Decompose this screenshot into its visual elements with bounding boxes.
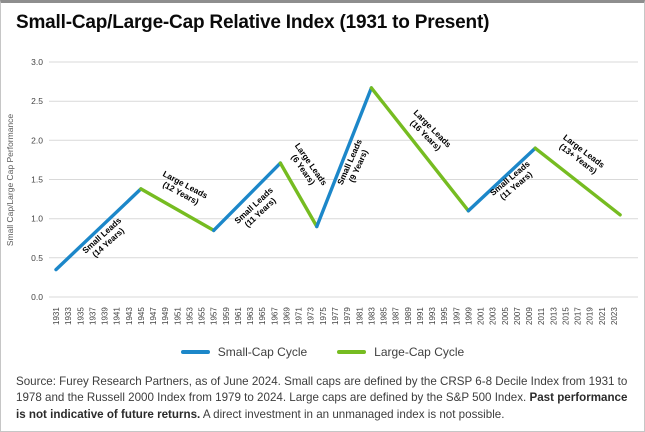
x-tick-label: 1937 — [88, 307, 97, 325]
large-cap-line-swatch — [337, 350, 367, 354]
x-tick-label: 1991 — [416, 307, 425, 325]
x-tick-label: 1945 — [137, 307, 146, 325]
x-tick-label: 1997 — [452, 307, 461, 325]
x-tick-label: 1999 — [464, 307, 473, 325]
x-tick-label: 2015 — [562, 307, 571, 325]
legend-label-large-cap: Large-Cap Cycle — [374, 345, 465, 359]
x-tick-label: 1965 — [258, 307, 267, 325]
cycle-segment-large-leads — [369, 86, 471, 213]
legend-item-large-cap-cycle: Large-Cap Cycle — [337, 345, 464, 359]
x-tick-label: 1957 — [210, 307, 219, 325]
source-text: Source: Furey Research Partners, as of J… — [16, 375, 628, 405]
x-tick-label: 1989 — [404, 307, 413, 325]
y-tick-label: 1.5 — [31, 175, 43, 185]
x-tick-label: 1967 — [270, 307, 279, 325]
y-axis-title: Small Cap/Large Cap Performance — [5, 114, 15, 247]
segment-annotation-text: Large Leads(16 Years) — [405, 107, 454, 156]
legend-item-small-cap-cycle: Small-Cap Cycle — [180, 345, 308, 359]
x-tick-label: 2019 — [586, 307, 595, 325]
x-tick-label: 1983 — [367, 307, 376, 325]
cycle-segment-large-leads — [139, 187, 216, 233]
x-tick-label: 1979 — [343, 307, 352, 325]
x-tick-label: 1975 — [319, 307, 328, 325]
relative-index-line-chart: Small Cap/Large Cap Performance 0.0 0.5 1.… — [5, 57, 638, 325]
segment-annotation: Small Leads(11 Years) — [232, 185, 281, 233]
x-tick-label: 1955 — [198, 307, 207, 325]
x-tick-label: 2007 — [513, 307, 522, 325]
y-tick-label: 0.5 — [31, 253, 43, 263]
x-tick-label: 1981 — [355, 307, 364, 325]
small-cap-line-swatch — [180, 350, 210, 354]
x-tick-label: 2003 — [489, 307, 498, 325]
legend-label-small-cap: Small-Cap Cycle — [217, 345, 308, 359]
source-disclaimer: Source: Furey Research Partners, as of J… — [16, 374, 632, 423]
x-tick-label: 1951 — [173, 307, 182, 325]
y-tick-label: 0.0 — [31, 292, 43, 302]
y-tick-label: 3.0 — [31, 57, 43, 67]
segment-annotation-text: Small Leads(11 Years) — [232, 185, 281, 233]
cycle-segment-large-leads — [278, 161, 319, 229]
chart-legend: Small-Cap Cycle Large-Cap Cycle — [1, 345, 644, 359]
x-tick-label: 1941 — [113, 307, 122, 325]
disclaimer-trailing-text: A direct investment in an unmanaged inde… — [200, 407, 505, 421]
cycle-segment-small-leads — [315, 86, 374, 229]
x-tick-label: 1947 — [149, 307, 158, 325]
x-tick-label: 1971 — [295, 307, 304, 325]
cycle-segment-small-leads — [54, 187, 143, 272]
segment-annotation-text: Small Leads(11 Years) — [488, 158, 538, 205]
x-tick-label: 1963 — [246, 307, 255, 325]
x-tick-label: 1935 — [76, 307, 85, 325]
x-tick-label: 1969 — [283, 307, 292, 325]
x-tick-label: 1961 — [234, 307, 243, 325]
cycle-segment-small-leads — [466, 146, 537, 213]
y-tick-label: 1.0 — [31, 214, 43, 224]
x-tick-label: 1931 — [52, 307, 61, 325]
x-tick-label: 2009 — [525, 307, 534, 325]
x-tick-label: 1973 — [307, 307, 316, 325]
disclaimer-bold-text: Past performance is not indicative of fu… — [16, 391, 628, 421]
y-tick-label: 2.0 — [31, 135, 43, 145]
x-tick-label: 1953 — [185, 307, 194, 325]
x-tick-label: 1959 — [222, 307, 231, 325]
x-tick-label: 2001 — [477, 307, 486, 325]
x-tick-label: 1943 — [125, 307, 134, 325]
x-tick-label: 1987 — [392, 307, 401, 325]
x-tick-label: 2011 — [537, 307, 546, 325]
x-tick-label: 1995 — [440, 307, 449, 325]
x-tick-label: 2021 — [598, 307, 607, 325]
x-tick-label: 2017 — [574, 307, 583, 325]
y-tick-label: 2.5 — [31, 96, 43, 106]
x-tick-label: 1949 — [161, 307, 170, 325]
segment-annotation: Small Leads(11 Years) — [488, 158, 538, 205]
cycle-segment-small-leads — [211, 161, 283, 233]
x-tick-label: 2023 — [610, 307, 619, 325]
x-tick-label: 1933 — [64, 307, 73, 325]
x-tick-label: 2013 — [549, 307, 558, 325]
segment-annotation: Large Leads(16 Years) — [405, 107, 454, 156]
x-tick-label: 1977 — [331, 307, 340, 325]
cycle-segment-large-leads — [533, 146, 622, 217]
x-tick-label: 1993 — [428, 307, 437, 325]
chart-title: Small-Cap/Large-Cap Relative Index (1931… — [16, 12, 490, 33]
x-tick-label: 1939 — [101, 307, 110, 325]
x-tick-label: 2005 — [501, 307, 510, 325]
x-tick-label: 1985 — [380, 307, 389, 325]
